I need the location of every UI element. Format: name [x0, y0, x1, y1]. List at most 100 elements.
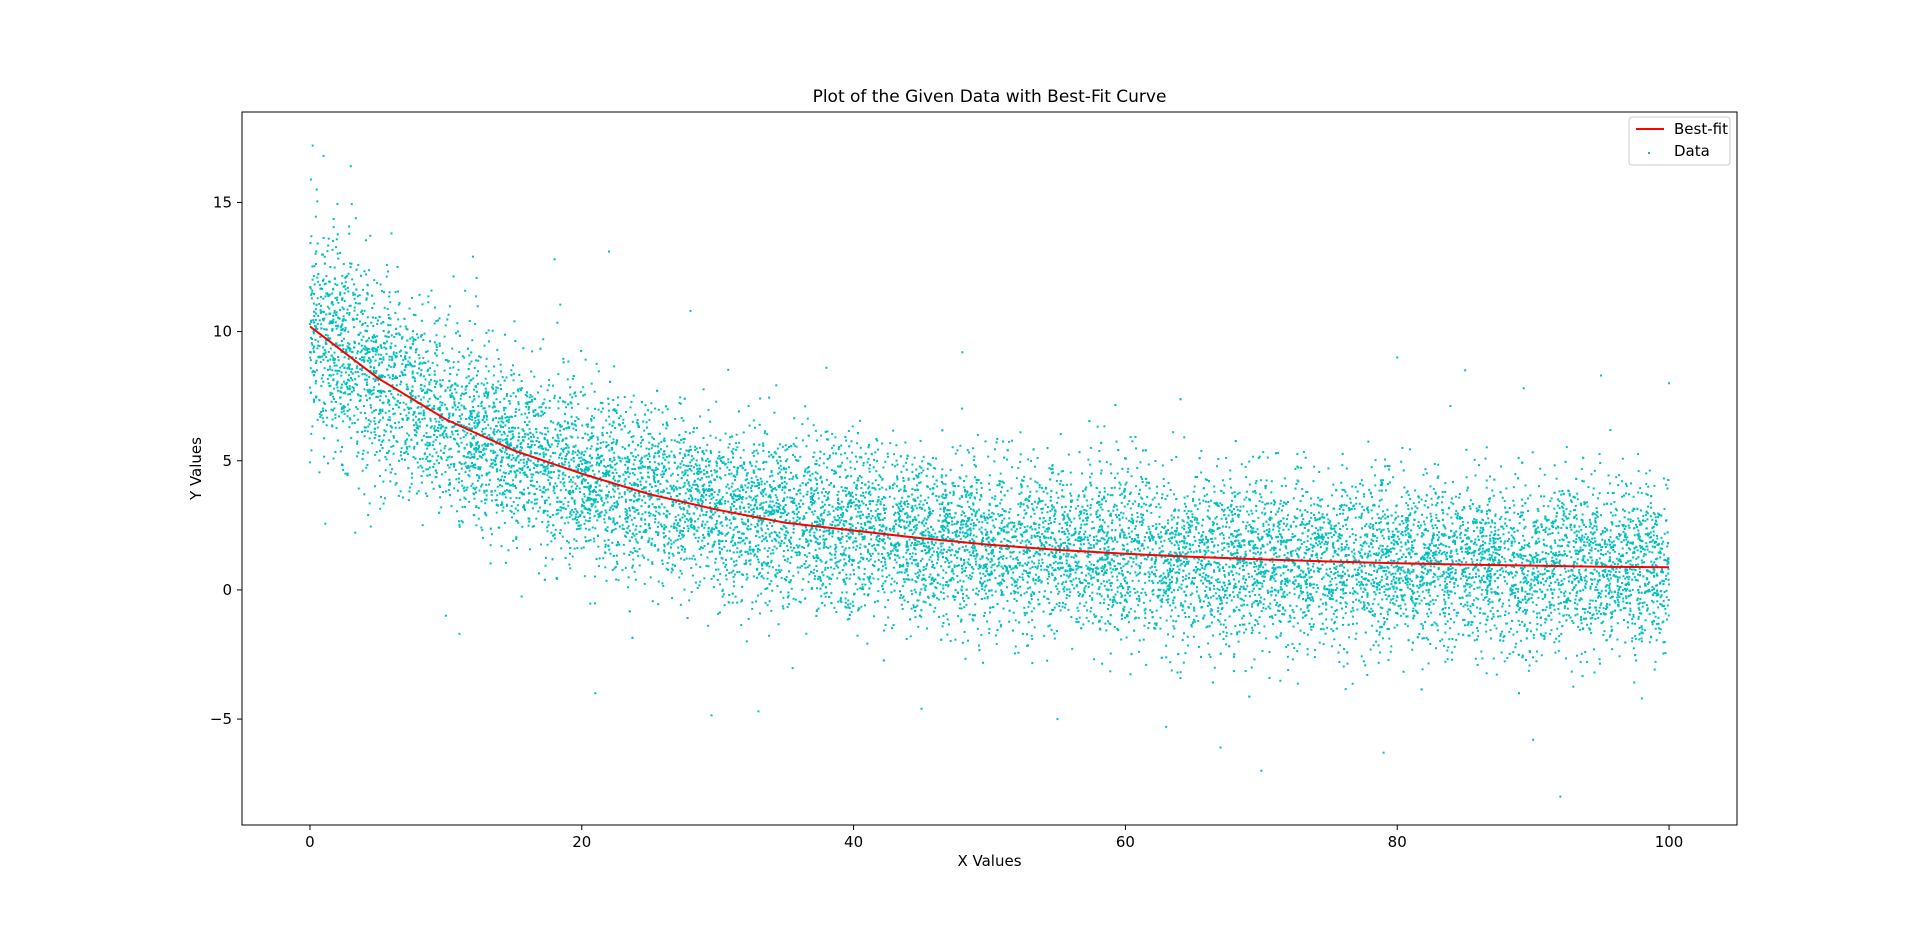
data-point [919, 500, 922, 503]
data-point [966, 525, 969, 528]
data-point [1025, 612, 1028, 615]
data-point [781, 476, 784, 479]
data-point [786, 448, 789, 451]
data-point [735, 442, 738, 445]
data-point [1423, 520, 1426, 523]
data-point [424, 443, 427, 446]
data-point [1346, 559, 1349, 562]
data-point [1517, 457, 1520, 460]
data-point [1282, 592, 1285, 595]
data-point [334, 369, 337, 372]
data-point [1037, 531, 1040, 534]
data-point [469, 432, 472, 435]
data-point [438, 317, 441, 320]
data-point [746, 576, 749, 579]
data-point [1037, 598, 1040, 601]
data-point [1360, 514, 1363, 517]
data-point [842, 553, 845, 556]
data-point [1469, 610, 1472, 613]
data-point [1442, 611, 1445, 614]
data-point [916, 540, 919, 543]
data-point [1321, 553, 1324, 556]
data-point [1497, 562, 1500, 565]
data-point [621, 457, 624, 460]
data-point [1178, 551, 1181, 554]
data-point [1047, 570, 1050, 573]
data-point [520, 441, 523, 444]
data-point [1031, 662, 1034, 665]
data-point [1256, 620, 1259, 623]
data-point [1252, 527, 1255, 530]
data-point [1597, 616, 1600, 619]
data-point [750, 477, 753, 480]
data-point [1525, 629, 1528, 632]
data-point [316, 418, 319, 421]
data-point [418, 425, 421, 428]
data-point [404, 345, 407, 348]
data-point [745, 497, 748, 500]
data-point [1158, 547, 1161, 550]
data-point [1654, 660, 1657, 663]
data-point [450, 392, 453, 395]
data-point [511, 437, 514, 440]
data-point [844, 562, 847, 565]
data-point [654, 469, 657, 472]
data-point [429, 419, 432, 422]
data-point [945, 496, 948, 499]
data-point [961, 496, 964, 499]
data-point [679, 519, 682, 522]
data-point [425, 436, 428, 439]
data-point [1113, 538, 1116, 541]
data-point [1629, 542, 1632, 545]
data-point [360, 338, 363, 341]
data-point [1184, 553, 1187, 556]
data-point [1017, 651, 1020, 654]
data-point [332, 395, 335, 398]
data-point [777, 506, 780, 509]
data-point [1208, 505, 1211, 508]
data-point [1059, 483, 1062, 486]
data-point [1416, 533, 1419, 536]
data-point [1448, 546, 1451, 549]
data-point [813, 489, 816, 492]
data-point [1551, 591, 1554, 594]
data-point [337, 301, 340, 304]
data-point [1485, 672, 1488, 675]
data-point [1213, 490, 1216, 493]
data-point [1236, 594, 1239, 597]
data-point [630, 483, 633, 486]
data-point [1055, 552, 1058, 555]
data-point [1366, 592, 1369, 595]
data-point [1272, 525, 1275, 528]
data-point [1258, 564, 1261, 567]
data-point [373, 437, 376, 440]
data-point [510, 466, 513, 469]
data-point [1123, 495, 1126, 498]
data-point [961, 519, 964, 522]
data-point [674, 519, 677, 522]
data-point [1217, 606, 1220, 609]
data-point [1113, 505, 1116, 508]
data-point [903, 525, 906, 528]
data-point [839, 507, 842, 510]
data-point [1531, 536, 1534, 539]
data-point [986, 567, 989, 570]
data-point [1250, 666, 1253, 669]
data-point [1459, 536, 1462, 539]
data-point [837, 497, 840, 500]
data-point [505, 376, 508, 379]
data-point [825, 546, 828, 549]
data-point [1499, 540, 1502, 543]
data-point [1648, 550, 1651, 553]
data-point [972, 547, 975, 550]
data-point [375, 395, 378, 398]
data-point [984, 545, 987, 548]
data-point [1539, 561, 1542, 564]
data-point [1037, 500, 1040, 503]
data-point [583, 454, 586, 457]
data-point [1500, 651, 1503, 654]
data-point [1499, 632, 1502, 635]
data-point [1462, 605, 1465, 608]
data-point [736, 547, 739, 550]
data-point [809, 534, 812, 537]
